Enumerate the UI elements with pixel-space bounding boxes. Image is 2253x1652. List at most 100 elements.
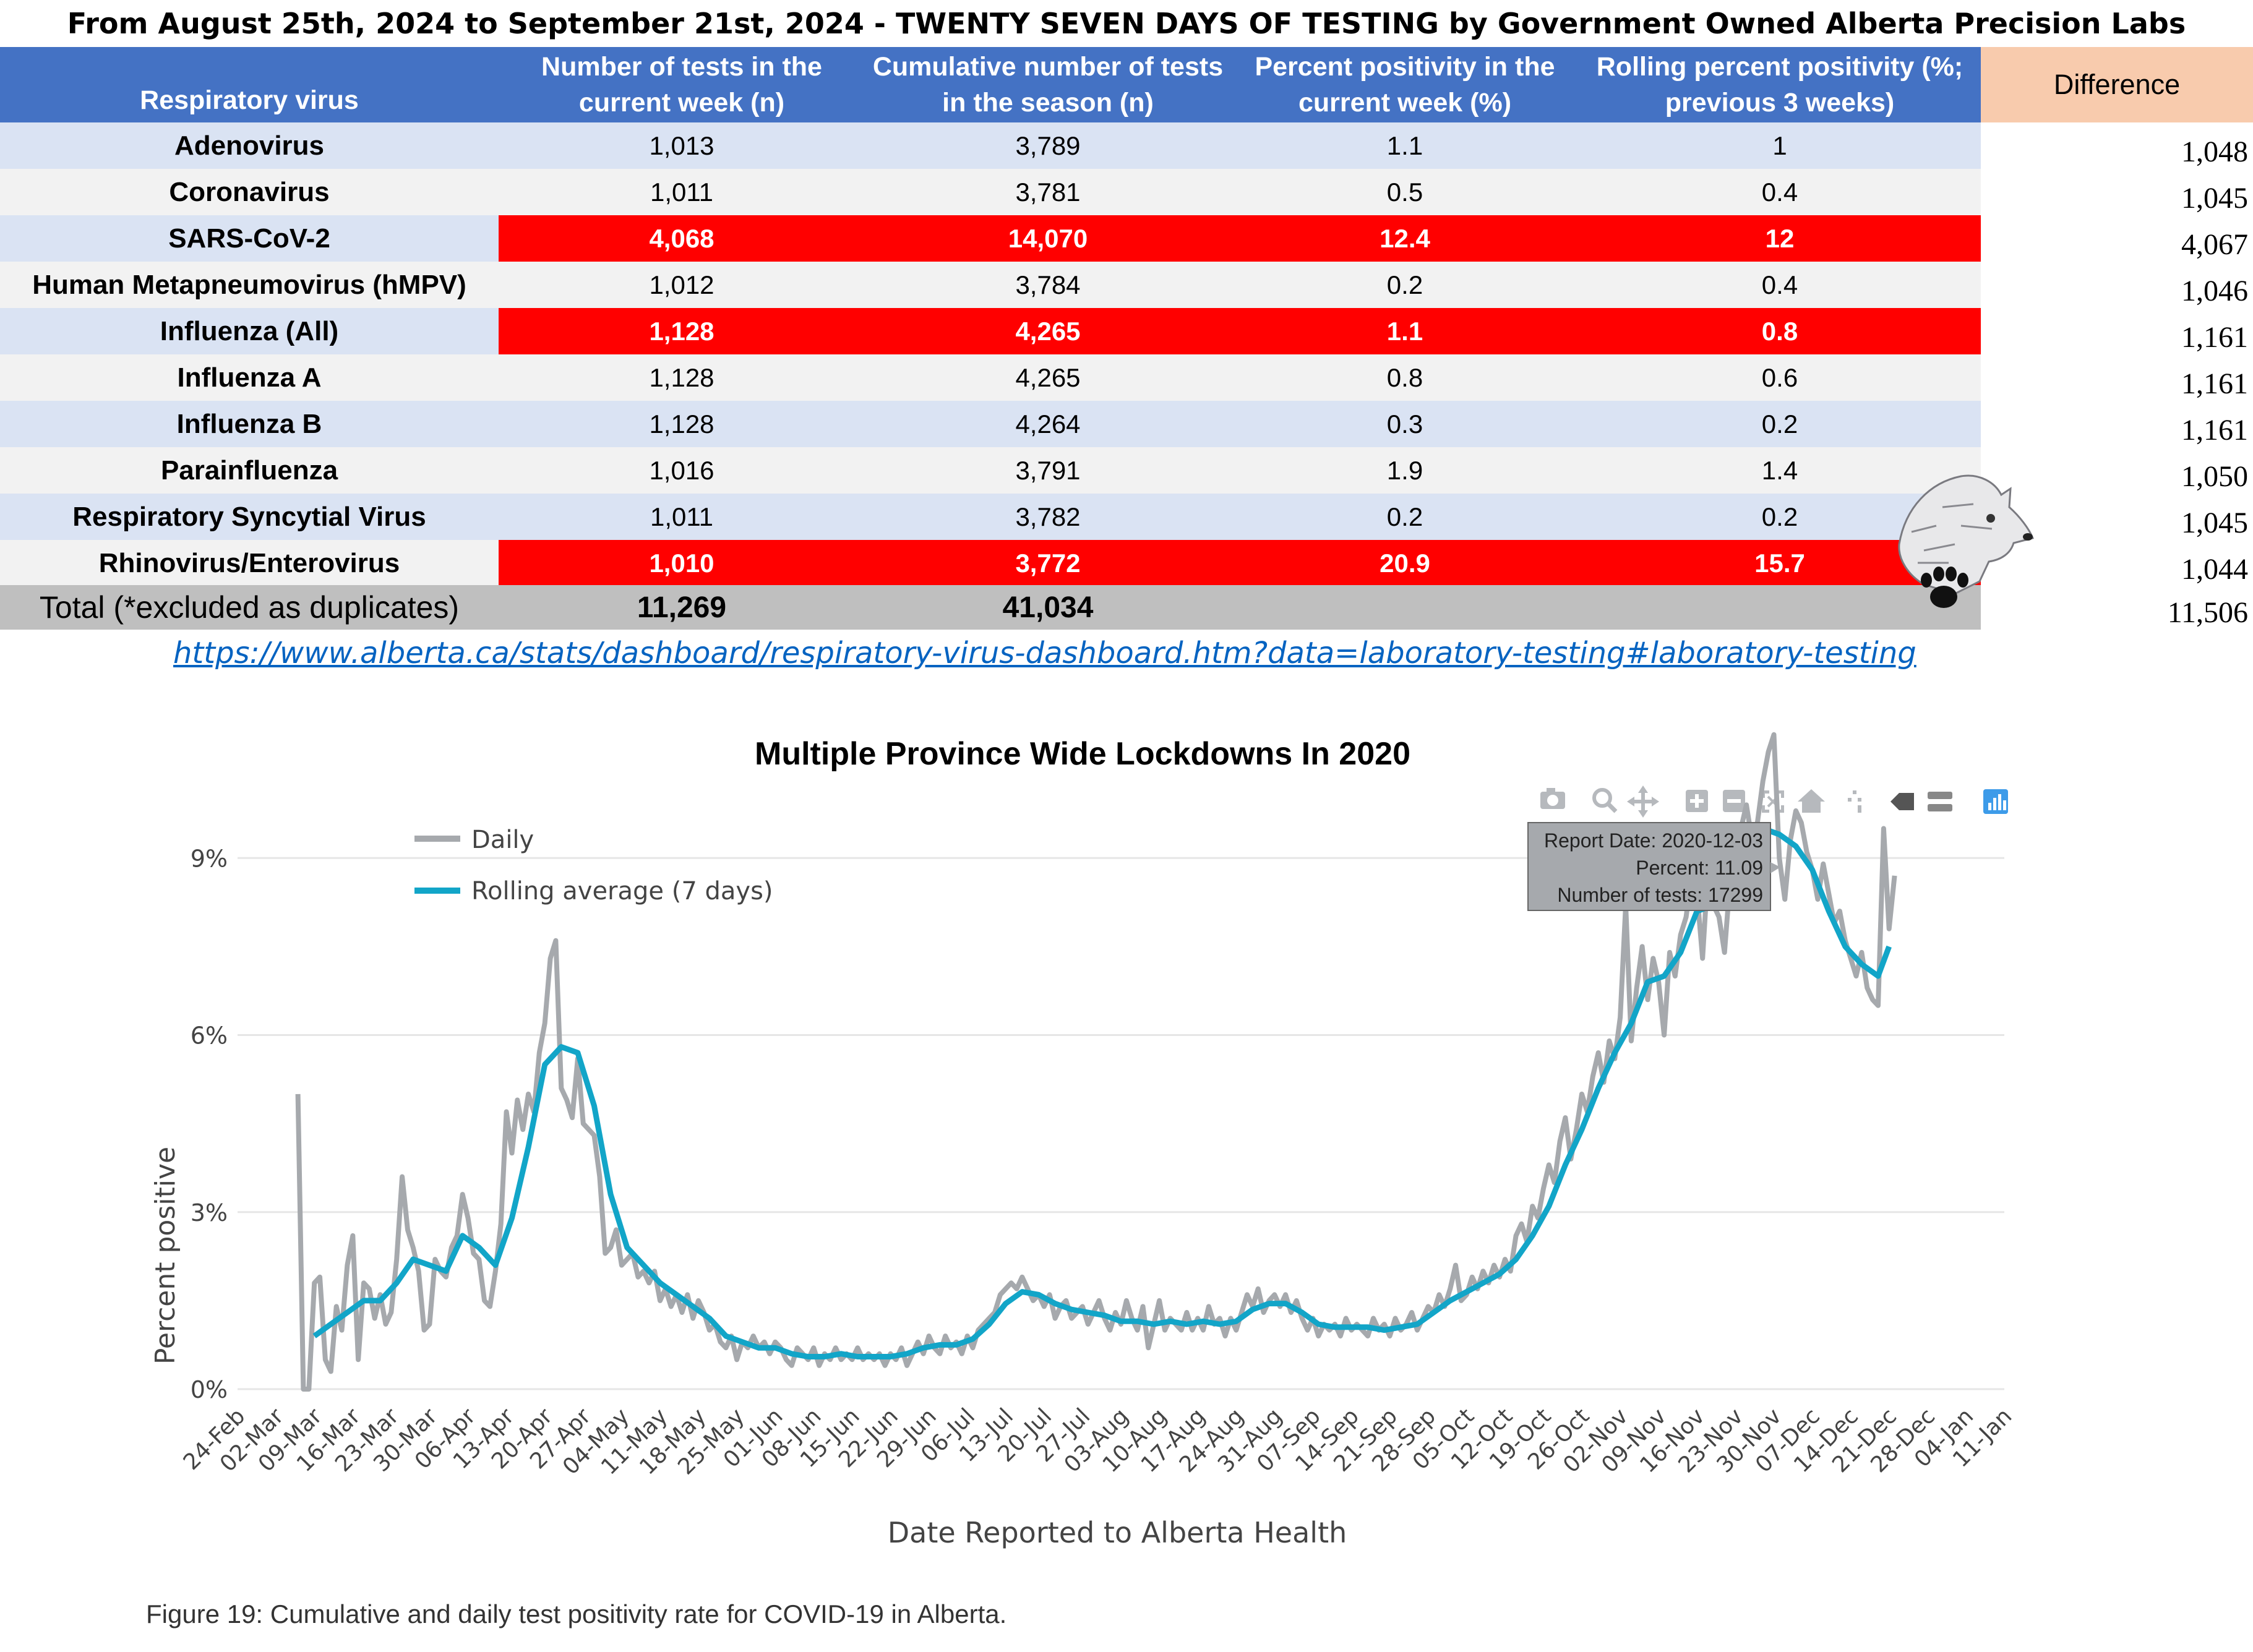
cell-difference: 1,046: [2181, 275, 2248, 307]
cell-tests: 1,128: [499, 308, 865, 354]
plotly-logo-icon[interactable]: [1983, 789, 2008, 814]
hover-compare-icon[interactable]: [1928, 792, 1952, 811]
cell-rolling: 1.4: [1761, 455, 1798, 485]
virus-name: Influenza B: [176, 408, 322, 439]
y-tick-label: 9%: [191, 845, 228, 872]
hover-closest-icon[interactable]: [1890, 793, 1914, 810]
cell-rolling: 0.2: [1761, 502, 1798, 531]
plot-lines: [295, 732, 1897, 1392]
tooltip-tests: Number of tests: 17299: [1557, 884, 1763, 906]
cell-pct: 20.9: [1231, 540, 1579, 586]
cell-pct: 1.9: [1386, 455, 1423, 485]
positivity-chart: Multiple Province Wide Lockdowns In 2020…: [150, 732, 2017, 1549]
cell-cumulative: 4,264: [1015, 409, 1081, 439]
cell-cumulative: 3,781: [1015, 177, 1081, 207]
pan-icon[interactable]: [1627, 785, 1659, 818]
chart-toolbar: [1540, 785, 2008, 818]
cell-cumulative: 3,784: [1015, 270, 1081, 299]
header-rolling: Rolling percent positivity (%; previous …: [1579, 47, 1981, 122]
table-row: Influenza (All) 1,128 4,265 1.1 0.8: [0, 308, 1981, 354]
table-row: SARS-CoV-2 4,068 14,070 12.4 12: [0, 215, 1981, 262]
tooltip-percent: Percent: 11.09: [1636, 857, 1763, 879]
cell-rolling: 12: [1579, 215, 1981, 262]
cell-rolling: 0.2: [1761, 409, 1798, 439]
total-row: Total (*excluded as duplicates) 11,269 4…: [0, 585, 1981, 630]
cell-pct: 12.4: [1231, 215, 1579, 262]
cell-tests: 1,013: [649, 131, 715, 160]
cell-rolling: 0.4: [1761, 177, 1798, 207]
x-axis-ticks: 24-Feb02-Mar09-Mar16-Mar23-Mar30-Mar06-A…: [179, 1403, 2017, 1479]
y-axis-label: Percent positive: [150, 1147, 181, 1364]
cell-tests: 1,012: [649, 270, 715, 299]
chart-title: Multiple Province Wide Lockdowns In 2020: [755, 736, 1410, 772]
table-row: Parainfluenza 1,016 3,791 1.9 1.4: [0, 447, 1981, 494]
cell-rolling: 0.6: [1761, 362, 1798, 392]
virus-name: Influenza A: [177, 362, 322, 393]
rolling-average-line[interactable]: [312, 826, 1892, 1359]
table-title: From August 25th, 2024 to September 21st…: [67, 7, 2186, 40]
y-tick-label: 6%: [191, 1022, 228, 1050]
dashboard-link[interactable]: https://www.alberta.ca/stats/dashboard/r…: [173, 636, 1916, 670]
cell-tests: 1,011: [650, 502, 713, 531]
cell-tests: 1,010: [499, 540, 865, 586]
cell-cumulative: 4,265: [1015, 362, 1081, 392]
cell-difference: 1,045: [2181, 182, 2248, 215]
total-cumulative: 41,034: [1002, 591, 1094, 624]
virus-name: Rhinovirus/Enterovirus: [98, 547, 400, 578]
y-axis-ticks: 0% 3% 6% 9%: [191, 845, 228, 1403]
zoom-in-icon[interactable]: [1686, 790, 1708, 812]
legend: Daily Rolling average (7 days): [414, 826, 773, 905]
virus-name: Respiratory Syncytial Virus: [72, 501, 426, 532]
legend-label-daily[interactable]: Daily: [471, 826, 534, 854]
cell-tests: 4,068: [499, 215, 865, 262]
y-tick-label: 3%: [191, 1199, 228, 1226]
cell-rolling: 0.8: [1579, 308, 1981, 354]
header-virus: Respiratory virus: [0, 47, 499, 122]
home-icon[interactable]: [1798, 789, 1825, 813]
zoom-out-icon[interactable]: [1723, 790, 1745, 812]
total-tests: 11,269: [637, 591, 727, 624]
autoscale-icon[interactable]: [1762, 790, 1784, 813]
legend-label-rolling[interactable]: Rolling average (7 days): [471, 877, 773, 905]
daily-series-line[interactable]: [295, 732, 1897, 1392]
header-pct-week: Percent positivity in the current week (…: [1231, 47, 1579, 122]
cell-pct: 0.8: [1386, 362, 1423, 392]
table-row: Adenovirus 1,013 3,789 1.1 1: [0, 122, 1981, 169]
table-row: Influenza B 1,128 4,264 0.3 0.2: [0, 401, 1981, 447]
header-difference: Difference: [1981, 47, 2253, 122]
cell-tests: 1,016: [649, 455, 715, 485]
cell-cumulative: 14,070: [865, 215, 1231, 262]
wolf-logo: [1898, 474, 2035, 608]
virus-name: SARS-CoV-2: [168, 223, 330, 254]
total-difference: 11,506: [2167, 596, 2248, 629]
table-row: Respiratory Syncytial Virus 1,011 3,782 0.2…: [0, 494, 1981, 540]
cell-pct: 0.5: [1386, 177, 1423, 207]
hover-tooltip: Report Date: 2020-12-03 Percent: 11.09 N…: [1527, 822, 1780, 911]
tooltip-date: Report Date: 2020-12-03: [1544, 829, 1763, 852]
virus-name: Coronavirus: [169, 176, 330, 207]
cell-difference: 1,161: [2181, 367, 2248, 400]
zoom-icon[interactable]: [1592, 788, 1618, 813]
cell-tests: 1,128: [649, 362, 715, 392]
cell-difference: 1,050: [2181, 460, 2248, 493]
cell-cumulative: 3,772: [865, 540, 1231, 586]
total-label: Total (*excluded as duplicates): [39, 590, 460, 625]
cell-tests: 1,011: [650, 177, 713, 207]
grid-lines: [238, 857, 2004, 1390]
figure-caption: Figure 19: Cumulative and daily test pos…: [146, 1599, 1007, 1628]
cell-pct: 0.2: [1386, 502, 1423, 531]
camera-icon[interactable]: [1540, 788, 1565, 809]
cell-cumulative: 3,789: [1015, 131, 1081, 160]
y-tick-label: 0%: [191, 1376, 228, 1403]
spike-lines-icon[interactable]: [1848, 790, 1861, 813]
cell-difference: 1,161: [2181, 321, 2248, 354]
cell-cumulative: 3,791: [1015, 455, 1081, 485]
cell-difference: 1,161: [2181, 414, 2248, 447]
positivity-table: From August 25th, 2024 to September 21st…: [0, 0, 2253, 680]
header-cumulative: Cumulative number of tests in the season…: [865, 47, 1231, 122]
cell-cumulative: 4,265: [865, 308, 1231, 354]
virus-name: Human Metapneumovirus (hMPV): [32, 269, 466, 300]
cell-difference: 1,048: [2181, 135, 2248, 168]
x-axis-label: Date Reported to Alberta Health: [888, 1516, 1347, 1549]
cell-rolling: 0.4: [1761, 270, 1798, 299]
